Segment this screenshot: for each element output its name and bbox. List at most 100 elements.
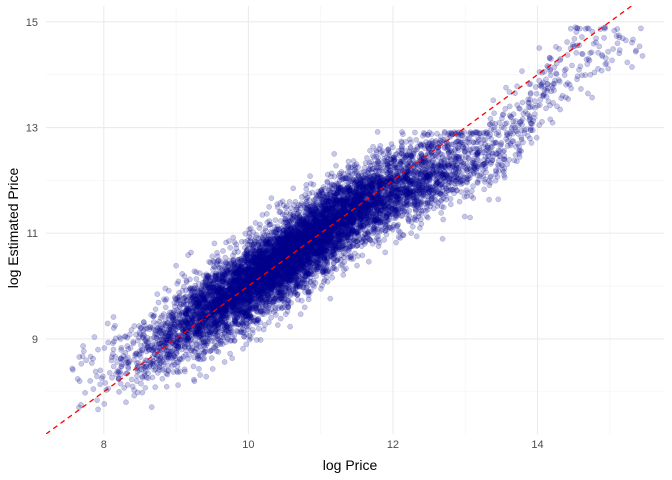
data-point	[250, 327, 256, 333]
data-point	[470, 183, 476, 189]
grid-major-lines	[46, 6, 664, 434]
data-point	[407, 145, 414, 151]
data-point	[313, 220, 320, 227]
data-point	[94, 397, 100, 404]
data-point	[155, 344, 162, 351]
data-point	[195, 355, 201, 361]
data-point	[164, 320, 171, 326]
data-point	[330, 239, 337, 246]
data-point	[383, 198, 389, 204]
data-point	[238, 282, 245, 289]
data-point	[334, 190, 340, 196]
data-point	[191, 268, 198, 275]
data-point	[370, 182, 377, 189]
data-point	[301, 232, 308, 239]
data-point	[250, 247, 256, 254]
data-point	[406, 178, 413, 184]
data-point	[261, 260, 268, 267]
data-point	[603, 60, 610, 67]
data-point	[354, 215, 361, 222]
data-point	[498, 124, 505, 131]
data-point	[519, 99, 526, 106]
data-point	[292, 244, 299, 251]
data-point	[99, 375, 105, 382]
data-point	[417, 186, 424, 193]
data-point	[196, 298, 202, 305]
data-point	[514, 102, 521, 108]
data-point	[260, 279, 267, 286]
data-point	[246, 265, 252, 272]
data-point	[471, 155, 477, 162]
data-point	[283, 288, 290, 294]
data-point	[299, 217, 306, 223]
data-point	[527, 81, 534, 87]
data-point	[316, 261, 323, 268]
data-point	[226, 323, 232, 330]
data-point	[316, 248, 323, 255]
data-point	[369, 201, 376, 207]
data-point	[288, 242, 294, 249]
data-point	[302, 238, 309, 245]
data-point	[294, 243, 301, 249]
data-point	[588, 49, 595, 56]
data-point	[313, 224, 320, 230]
data-point	[324, 266, 331, 273]
data-point	[275, 275, 281, 282]
data-point	[371, 161, 378, 168]
data-point	[378, 196, 384, 202]
data-point	[321, 219, 328, 225]
data-point	[286, 247, 292, 254]
data-point	[389, 175, 395, 182]
data-point	[454, 180, 461, 186]
data-point	[240, 307, 247, 314]
data-point	[439, 187, 446, 194]
data-point	[331, 250, 338, 257]
data-point	[123, 399, 129, 406]
data-point	[303, 261, 310, 268]
data-point	[352, 178, 359, 185]
data-point	[266, 298, 273, 305]
data-point	[318, 238, 325, 244]
data-point	[347, 238, 354, 244]
data-point	[363, 187, 369, 194]
data-point	[342, 251, 349, 257]
data-point	[387, 183, 393, 190]
data-point	[384, 176, 390, 183]
data-point	[284, 270, 291, 277]
data-point	[228, 299, 234, 306]
data-point	[408, 152, 415, 159]
data-point	[482, 160, 489, 167]
data-point	[236, 284, 243, 291]
data-point	[522, 108, 529, 115]
data-point	[130, 339, 136, 345]
data-point	[348, 221, 354, 228]
data-point	[530, 118, 537, 124]
data-point	[243, 266, 249, 272]
data-point	[255, 270, 262, 276]
data-point	[228, 276, 234, 283]
data-point	[327, 208, 334, 215]
data-point	[370, 143, 376, 150]
data-point	[395, 199, 401, 206]
data-point	[265, 291, 271, 298]
data-point	[259, 294, 265, 301]
data-point	[200, 320, 206, 327]
data-point	[325, 255, 331, 262]
data-point	[254, 263, 260, 270]
data-point	[259, 308, 266, 315]
data-point	[293, 242, 300, 248]
data-point	[417, 216, 424, 223]
data-point	[181, 273, 188, 280]
data-point	[300, 234, 307, 241]
data-point	[178, 309, 185, 316]
data-point	[324, 243, 330, 250]
data-point	[353, 177, 360, 184]
data-point	[392, 200, 399, 207]
data-point	[294, 251, 301, 258]
data-point	[194, 323, 201, 329]
data-point	[147, 324, 154, 330]
data-point	[260, 260, 267, 267]
data-point	[307, 247, 314, 254]
data-point	[266, 232, 272, 239]
data-point	[420, 192, 426, 199]
